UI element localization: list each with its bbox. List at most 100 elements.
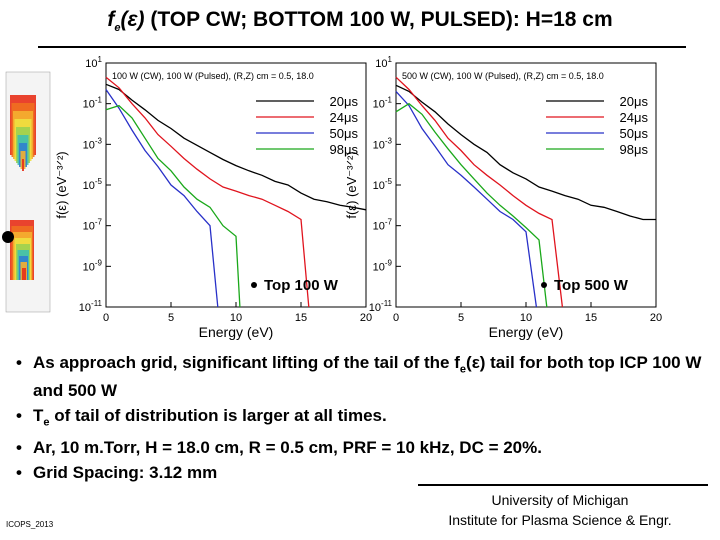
x-tick-label: 5 (168, 312, 174, 324)
chart-title: 500 W (CW), 100 W (Pulsed), (R,Z) cm = 0… (402, 71, 604, 81)
bullet-item: Te of tail of distribution is larger at … (16, 405, 706, 433)
y-tick-label: 101 (85, 55, 102, 70)
legend-label: 98μs (620, 142, 649, 157)
y-tick-label: 10-7 (83, 218, 103, 233)
university-name: University of Michigan (491, 492, 629, 508)
footer-rule (418, 484, 708, 486)
series-line (105, 83, 367, 211)
legend-label: 50μs (330, 126, 359, 141)
annotation-label: Top 100 W (264, 277, 339, 294)
y-tick-base: 10 (373, 139, 385, 151)
bullet-text: Ar, 10 m.Torr, H = 18.0 cm, R = 0.5 cm, … (33, 437, 542, 457)
bullet-text: (ε) tail for both top ICP 100 W and 500 … (33, 353, 702, 401)
y-tick-base: 10 (373, 99, 385, 111)
title-eps: (ε) (120, 8, 145, 31)
x-tick-label: 10 (230, 312, 242, 324)
y-tick-base: 10 (373, 261, 385, 273)
legend-label: 24μs (330, 110, 359, 125)
y-tick-base: 10 (85, 58, 97, 70)
x-tick-label: 10 (520, 312, 532, 324)
y-tick-base: 10 (79, 302, 91, 314)
annotation-bullet (541, 282, 547, 288)
y-tick-base: 10 (373, 221, 385, 233)
y-tick-exponent: -5 (385, 177, 393, 186)
legend-label: 24μs (620, 110, 649, 125)
y-tick-exponent: -3 (385, 136, 393, 145)
annotation-label: Top 500 W (554, 277, 629, 294)
series-line (395, 84, 656, 221)
y-tick-base: 10 (83, 99, 95, 111)
slide-title: fe(ε) (TOP CW; BOTTOM 100 W, PULSED): H=… (0, 8, 720, 34)
series-line (395, 76, 564, 308)
y-tick-label: 10-11 (79, 299, 103, 314)
y-tick-exponent: -5 (95, 177, 103, 186)
annotation-bullet (251, 282, 257, 288)
y-tick-base: 10 (83, 180, 95, 192)
x-tick-label: 0 (103, 312, 109, 324)
y-tick-label: 10-9 (83, 258, 103, 273)
y-tick-base: 10 (83, 261, 95, 273)
y-axis-label: f(ε) (eV⁻³ᐟ²) (344, 151, 359, 218)
series-line (105, 89, 219, 308)
y-tick-exponent: -7 (385, 218, 393, 227)
institute-name: Institute for Plasma Science & Engr. (448, 512, 672, 528)
title-sub: e (114, 22, 121, 35)
legend-label: 98μs (330, 142, 359, 157)
x-tick-label: 20 (360, 312, 372, 324)
bullet-text: of tail of distribution is larger at all… (49, 406, 387, 426)
y-tick-label: 10-7 (373, 218, 393, 233)
bullet-text: T (33, 406, 44, 426)
inset-band (22, 159, 24, 171)
y-tick-label: 10-11 (369, 299, 393, 314)
plot-frame (395, 62, 657, 308)
y-tick-label: 10-5 (373, 177, 393, 192)
y-tick-label: 101 (375, 55, 392, 70)
legend-label: 50μs (620, 126, 649, 141)
x-tick-label: 20 (650, 312, 662, 324)
y-tick-base: 10 (83, 221, 95, 233)
y-tick-exponent: -7 (95, 218, 103, 227)
x-tick-label: 5 (458, 312, 464, 324)
y-tick-exponent: 1 (98, 55, 103, 64)
inset-marker-dot (2, 231, 14, 243)
bullet-list: As approach grid, significant lifting of… (16, 352, 706, 487)
y-tick-exponent: -9 (385, 258, 393, 267)
x-tick-label: 15 (295, 312, 307, 324)
y-tick-base: 10 (83, 139, 95, 151)
x-axis-label: Energy (eV) (489, 324, 564, 340)
bullet-sub: e (43, 416, 50, 429)
series-line (105, 104, 241, 308)
y-tick-label: 10-3 (373, 136, 393, 151)
y-tick-label: 10-9 (373, 258, 393, 273)
series-line (105, 76, 310, 308)
chart-title: 100 W (CW), 100 W (Pulsed), (R,Z) cm = 0… (112, 71, 314, 81)
bullet-text: Grid Spacing: 3.12 mm (33, 462, 218, 482)
y-tick-label: 10-1 (83, 96, 103, 111)
y-tick-base: 10 (375, 58, 387, 70)
plot-frame (105, 62, 367, 308)
bullet-item: Grid Spacing: 3.12 mm (16, 462, 706, 484)
conference-tag: ICOPS_2013 (6, 520, 54, 529)
legend-label: 20μs (330, 94, 359, 109)
y-tick-label: 10-1 (373, 96, 393, 111)
y-tick-label: 10-3 (83, 136, 103, 151)
y-tick-exponent: -9 (95, 258, 103, 267)
title-rest: (TOP CW; BOTTOM 100 W, PULSED): H=18 cm (150, 8, 613, 31)
y-tick-exponent: -1 (385, 96, 393, 105)
y-tick-exponent: 1 (388, 55, 393, 64)
x-tick-label: 15 (585, 312, 597, 324)
x-tick-label: 0 (393, 312, 399, 324)
bullet-text: As approach grid, significant lifting of… (33, 353, 460, 372)
title-rule (38, 46, 686, 48)
y-tick-exponent: -11 (91, 299, 103, 308)
bullet-item: Ar, 10 m.Torr, H = 18.0 cm, R = 0.5 cm, … (16, 437, 706, 459)
legend-label: 20μs (620, 94, 649, 109)
x-axis-label: Energy (eV) (199, 324, 274, 340)
y-tick-label: 10-5 (83, 177, 103, 192)
series-line (395, 102, 548, 308)
inset-band (22, 268, 26, 280)
y-axis-label: f(ε) (eV⁻³ᐟ²) (54, 151, 69, 218)
y-tick-exponent: -3 (95, 136, 103, 145)
y-tick-exponent: -1 (95, 96, 103, 105)
